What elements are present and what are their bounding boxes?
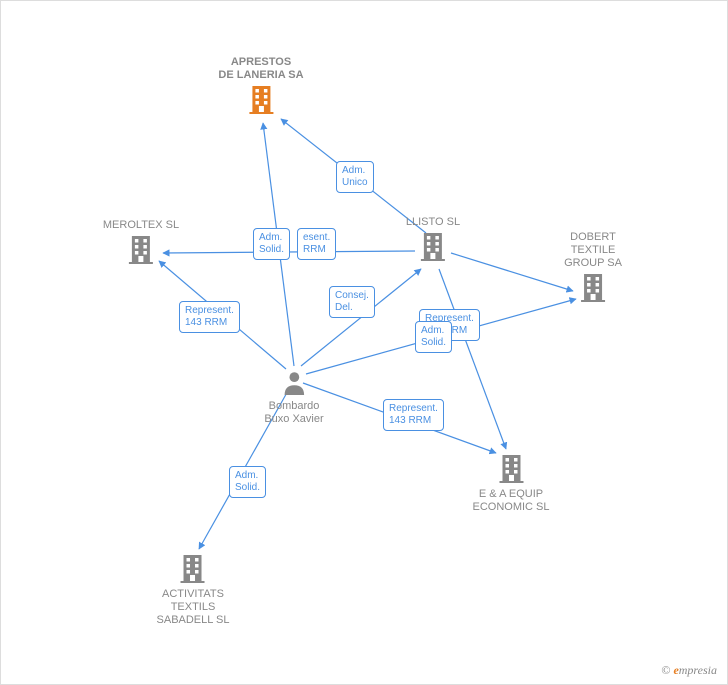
company-node-activitats: ACTIVITATSTEXTILSSABADELL SL — [157, 551, 230, 627]
edge-label: Adm.Solid. — [229, 466, 266, 498]
company-label: DOBERTTEXTILEGROUP SA — [564, 231, 622, 270]
company-label: MEROLTEX SL — [103, 219, 179, 232]
company-label: APRESTOSDE LANERIA SA — [218, 56, 303, 82]
edges-layer — [1, 1, 728, 685]
company-node-aprestos: APRESTOSDE LANERIA SA — [218, 56, 303, 119]
person-node: BombardoBuxo Xavier — [264, 369, 323, 426]
company-node-llisto: LLISTO SL — [406, 216, 460, 266]
company-label: E & A EQUIPECONOMIC SL — [472, 488, 549, 514]
company-node-eaequip: E & A EQUIPECONOMIC SL — [472, 451, 549, 514]
building-icon — [495, 451, 527, 483]
building-icon — [245, 82, 277, 114]
company-node-meroltex: MEROLTEX SL — [103, 219, 179, 269]
copyright: © empresia — [661, 663, 717, 678]
edge-label: Consej.Del. — [329, 286, 375, 318]
edge-label: Adm.Unico — [336, 161, 374, 193]
brand-rest: mpresia — [679, 663, 717, 677]
building-icon — [125, 232, 157, 264]
person-label: BombardoBuxo Xavier — [264, 400, 323, 426]
edge-label: Represent.143 RRM — [179, 301, 240, 333]
edge-label: esent.RRM — [297, 228, 336, 260]
edge-line — [451, 253, 573, 291]
company-label: ACTIVITATSTEXTILSSABADELL SL — [157, 588, 230, 627]
building-icon — [177, 551, 209, 583]
building-icon — [577, 270, 609, 302]
edge-label: Adm.Solid. — [415, 321, 452, 353]
company-label: LLISTO SL — [406, 216, 460, 229]
company-node-dobert: DOBERTTEXTILEGROUP SA — [564, 231, 622, 307]
edge-label: Adm.Solid. — [253, 228, 290, 260]
edge-label: Represent.143 RRM — [383, 399, 444, 431]
copyright-symbol: © — [661, 663, 670, 677]
edge-line — [439, 269, 506, 449]
diagram-container: BombardoBuxo Xavier APRESTOSDE LANERIA SA… — [0, 0, 728, 685]
building-icon — [417, 229, 449, 261]
person-icon — [281, 369, 307, 395]
